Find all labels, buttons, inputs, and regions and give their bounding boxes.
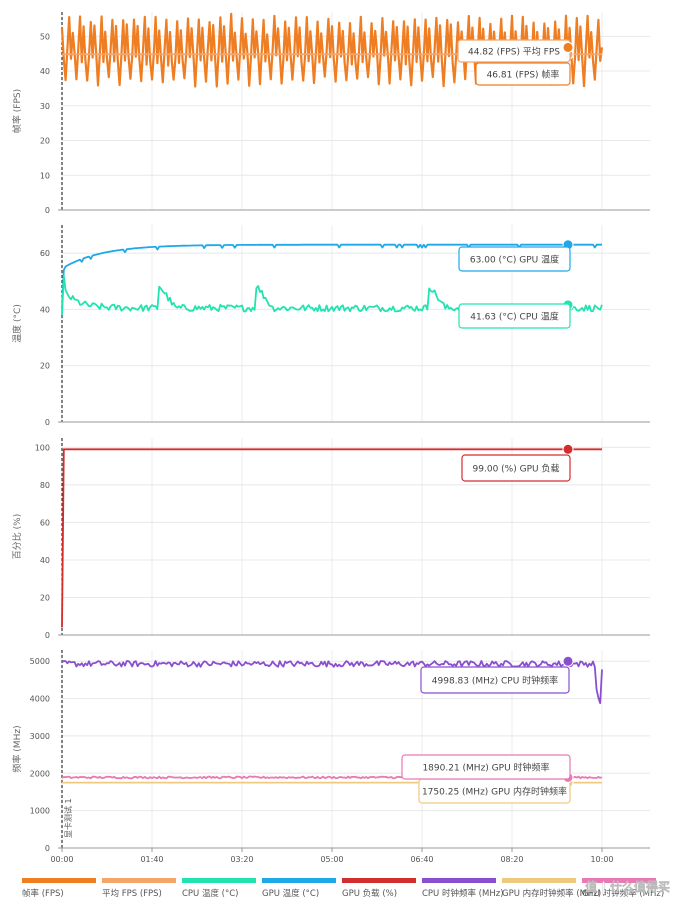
legend-label[interactable]: GPU 温度 (°C) <box>262 888 319 899</box>
legend-label[interactable]: GPU 时钟频率 (MHz) <box>582 888 664 899</box>
y-tick-label: 5000 <box>30 657 50 666</box>
panel-4: 0 1000 2000 3000 4000 5000 频率 (MHz) 4998.83 (MH… <box>11 650 650 853</box>
x-tick-label: 03:20 <box>230 855 253 864</box>
callout-box <box>475 62 571 86</box>
legend-swatch[interactable] <box>342 878 416 883</box>
y-tick-label: 10 <box>40 171 50 180</box>
callout-label: 1750.25 (MHz) GPU 内存时钟频率 <box>422 786 567 798</box>
y-tick-label: 50 <box>40 32 50 41</box>
y-tick-label: 40 <box>40 67 50 76</box>
x-tick-label: 00:00 <box>50 855 73 864</box>
y-tick-label: 2000 <box>30 769 50 778</box>
y-tick-label: 0 <box>45 418 50 427</box>
y-tick-label: 30 <box>40 102 50 111</box>
y-tick-label: 60 <box>40 249 50 258</box>
legend-swatch[interactable] <box>502 878 576 883</box>
x-tick-label: 05:00 <box>320 855 343 864</box>
callout-label: 44.82 (FPS) 平均 FPS <box>468 46 560 58</box>
series-line <box>60 12 604 88</box>
series-line <box>61 243 602 310</box>
series-marker <box>562 655 574 667</box>
x-tick-label: 10:00 <box>590 855 613 864</box>
callout-box <box>458 303 571 329</box>
y-tick-label: 40 <box>40 305 50 314</box>
callout-box <box>461 454 571 482</box>
panel-1: 0 10 20 30 40 50 帧率 (FPS) 44.82 (FPS) 平均 FPS 46.… <box>11 12 650 215</box>
x-tick-label: 06:40 <box>410 855 433 864</box>
y-tick-label: 20 <box>40 362 50 371</box>
panel-2: 0 20 40 60 温度 (°C) 63.00 (°C) GPU 温度 41.63 (°C… <box>11 225 650 427</box>
y-tick-label: 80 <box>40 481 50 490</box>
y-axis-title: 温度 (°C) <box>11 304 23 343</box>
legend-swatch[interactable] <box>262 878 336 883</box>
callout-label: 1890.21 (MHz) GPU 时钟频率 <box>422 762 549 774</box>
callout-label: 4998.83 (MHz) CPU 时钟频率 <box>432 675 558 687</box>
legend-label[interactable]: GPU 负载 (%) <box>342 888 397 899</box>
legend-label[interactable]: CPU 温度 (°C) <box>182 888 239 899</box>
legend-label[interactable]: CPU 时钟频率 (MHz) <box>422 888 504 899</box>
y-tick-label: 0 <box>45 206 50 215</box>
callout-label: 41.63 (°C) CPU 温度 <box>470 311 558 323</box>
panel-3: 0 20 40 60 80 100 百分比 (%) 99.00 (%) GPU 负载 <box>11 438 650 640</box>
y-tick-label: 20 <box>40 137 50 146</box>
y-axis-title: 帧率 (FPS) <box>11 89 23 133</box>
series-line <box>61 660 603 705</box>
y-tick-label: 60 <box>40 518 50 527</box>
watermark-logo: 值 | 什么值得买 <box>585 879 670 894</box>
legend-swatch[interactable] <box>102 878 176 883</box>
legend-swatch[interactable] <box>22 878 96 883</box>
callout-box <box>458 246 571 272</box>
y-tick-label: 4000 <box>30 695 50 704</box>
y-tick-label: 20 <box>40 593 50 602</box>
y-tick-label: 0 <box>45 631 50 640</box>
y-axis-title: 频率 (MHz) <box>11 725 23 772</box>
series-line <box>61 448 602 628</box>
callout-box <box>420 666 570 694</box>
legend-swatch[interactable] <box>582 878 656 883</box>
y-tick-label: 40 <box>40 556 50 565</box>
y-tick-label: 100 <box>35 443 50 452</box>
y-tick-label: 3000 <box>30 732 50 741</box>
x-tick-label: 08:20 <box>500 855 523 864</box>
legend-label[interactable]: 帧率 (FPS) <box>22 888 64 899</box>
series-marker <box>562 443 574 455</box>
marker-label: 显卡测试 1 <box>63 798 73 838</box>
y-axis-title: 百分比 (%) <box>11 514 23 559</box>
callout-label: 46.81 (FPS) 帧率 <box>487 69 560 81</box>
series-marker <box>562 41 574 53</box>
y-tick-label: 1000 <box>30 807 50 816</box>
callout-label: 63.00 (°C) GPU 温度 <box>470 254 559 266</box>
legend-swatch[interactable] <box>182 878 256 883</box>
callout-label: 99.00 (%) GPU 负载 <box>473 463 560 475</box>
callout-box <box>401 754 571 780</box>
legend-label[interactable]: 平均 FPS (FPS) <box>102 888 162 899</box>
x-tick-label: 01:40 <box>140 855 163 864</box>
legend-label[interactable]: GPU 内存时钟频率 (MHz) <box>502 888 601 899</box>
legend-swatch[interactable] <box>422 878 496 883</box>
y-tick-label: 0 <box>45 844 50 853</box>
